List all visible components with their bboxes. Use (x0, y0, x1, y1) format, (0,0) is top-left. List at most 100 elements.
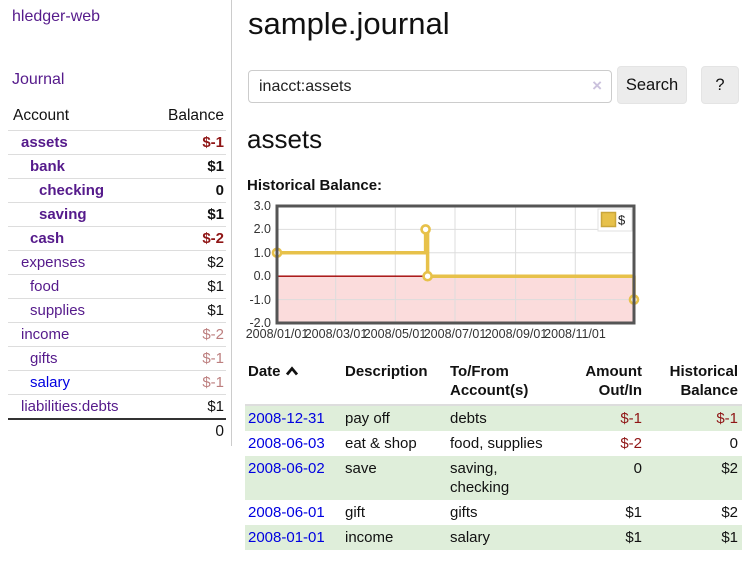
account-link-saving[interactable]: saving (39, 206, 87, 223)
account-link-salary[interactable]: salary (30, 374, 71, 391)
transaction-date-link[interactable]: 2008-06-02 (248, 460, 325, 477)
account-row: assets $-1 (8, 130, 226, 155)
journal-link[interactable]: Journal (12, 71, 65, 88)
transaction-account: food, supplies (450, 435, 543, 452)
register-row: 2008-06-03 eat & shop food, supplies $-2… (245, 431, 742, 456)
transaction-amount: 0 (633, 460, 642, 477)
x-tick-label: 2008/05/01 (363, 327, 427, 341)
account-link-supplies[interactable]: supplies (30, 302, 86, 319)
account-balance: 0 (215, 182, 224, 199)
transaction-balance: 0 (729, 435, 738, 452)
accounts-total-value: 0 (215, 423, 224, 440)
transaction-amount: $1 (625, 504, 642, 521)
sort-asc-icon (285, 363, 299, 382)
account-row: saving $1 (8, 202, 226, 227)
register-col-description: Description (345, 360, 450, 406)
register-col-account: To/From Account(s) (450, 360, 558, 406)
transaction-date-link[interactable]: 2008-06-01 (248, 504, 325, 521)
account-link-bank[interactable]: bank (30, 158, 66, 175)
account-link-assets[interactable]: assets (21, 134, 68, 151)
transaction-account: salary (450, 529, 491, 546)
transaction-description: pay off (345, 410, 390, 427)
register-row: 2008-01-01 income salary $1 $1 (245, 525, 742, 550)
transaction-description: eat & shop (345, 435, 417, 452)
account-row: checking 0 (8, 178, 226, 203)
account-row: supplies $1 (8, 298, 226, 323)
accounts-header-row: Account Balance (8, 105, 226, 131)
register-table: Date Description To/From Account(s) Amou… (245, 360, 742, 550)
legend-swatch (600, 211, 617, 228)
y-tick-label: 0.0 (253, 269, 271, 283)
register-col-date[interactable]: Date (245, 360, 345, 406)
account-balance: $-1 (202, 374, 224, 391)
account-link-income[interactable]: income (21, 326, 70, 343)
account-balance: $1 (207, 278, 224, 295)
search-button[interactable]: Search (617, 66, 687, 104)
account-row: income $-2 (8, 322, 226, 347)
account-balance: $-2 (202, 326, 224, 343)
account-link-liabilities-debts[interactable]: liabilities:debts (21, 398, 119, 415)
account-link-cash[interactable]: cash (30, 230, 65, 247)
account-balance: $2 (207, 254, 224, 271)
transaction-account: saving, checking (450, 460, 510, 496)
plot-border (275, 204, 636, 325)
account-balance: $1 (207, 398, 224, 415)
transaction-date-link[interactable]: 2008-06-03 (248, 435, 325, 452)
account-balance: $-1 (202, 350, 224, 367)
accounts-col-balance: Balance (167, 107, 224, 124)
help-button[interactable]: ? (701, 66, 739, 104)
account-row: gifts $-1 (8, 346, 226, 371)
transaction-amount: $1 (625, 529, 642, 546)
account-link-gifts[interactable]: gifts (30, 350, 58, 367)
transaction-amount: $-2 (620, 435, 642, 452)
app-title-link[interactable]: hledger-web (12, 8, 101, 25)
register-col-balance: Historical Balance (646, 360, 742, 406)
chart-legend: $ (597, 208, 633, 232)
account-balance: $-2 (202, 230, 224, 247)
page-title: sample.journal (248, 6, 450, 41)
x-tick-label: 2008/11/01 (544, 327, 606, 341)
account-link-food[interactable]: food (30, 278, 60, 295)
y-tick-label: 2.0 (253, 222, 271, 236)
transaction-description: save (345, 460, 377, 477)
register-row: 2008-06-01 gift gifts $1 $2 (245, 500, 742, 525)
account-row: food $1 (8, 274, 226, 299)
transaction-account: gifts (450, 504, 478, 521)
account-balance: $-1 (202, 134, 224, 151)
sidebar: hledger-web Journal Account Balance asse… (0, 0, 232, 446)
account-balance: $1 (207, 158, 224, 175)
accounts-table: Account Balance assets $-1 bank $1 check… (8, 105, 226, 444)
transaction-date-link[interactable]: 2008-01-01 (248, 529, 325, 546)
account-row: cash $-2 (8, 226, 226, 251)
transaction-balance: $2 (721, 460, 738, 477)
accounts-col-account: Account (13, 107, 70, 124)
y-tick-label: -1.0 (249, 293, 271, 307)
register-row: 2008-12-31 pay off debts $-1 $-1 (245, 405, 742, 431)
transaction-amount: $-1 (620, 410, 642, 427)
account-row: expenses $2 (8, 250, 226, 275)
account-link-expenses[interactable]: expenses (21, 254, 86, 271)
y-tick-label: 1.0 (253, 246, 271, 260)
transaction-date-link[interactable]: 2008-12-31 (248, 410, 325, 427)
clear-search-icon[interactable]: × (592, 76, 602, 95)
account-balance: $1 (207, 206, 224, 223)
legend-label: $ (618, 213, 626, 228)
historical-balance-chart: $ 3.0 2.0 1.0 0.0 -1.0 -2.0 2008/01/01 2… (243, 199, 663, 342)
date-header-label: Date (248, 363, 281, 380)
transaction-description: gift (345, 504, 366, 521)
chart-canvas: $ (271, 204, 640, 325)
search-box: × (248, 70, 612, 103)
account-balance: $1 (207, 302, 224, 319)
account-heading: assets (247, 124, 323, 154)
x-tick-label: 2008/07/01 (423, 327, 487, 341)
register-row: 2008-06-02 save saving, checking 0 $2 (245, 456, 742, 500)
register-header-row: Date Description To/From Account(s) Amou… (245, 360, 742, 406)
transaction-balance: $2 (721, 504, 738, 521)
y-tick-label: -2.0 (249, 316, 271, 330)
search-input[interactable] (248, 70, 612, 103)
account-link-checking[interactable]: checking (39, 182, 105, 199)
account-row: bank $1 (8, 154, 226, 179)
transaction-account: debts (450, 410, 487, 427)
accounts-total-row: 0 (8, 419, 226, 444)
